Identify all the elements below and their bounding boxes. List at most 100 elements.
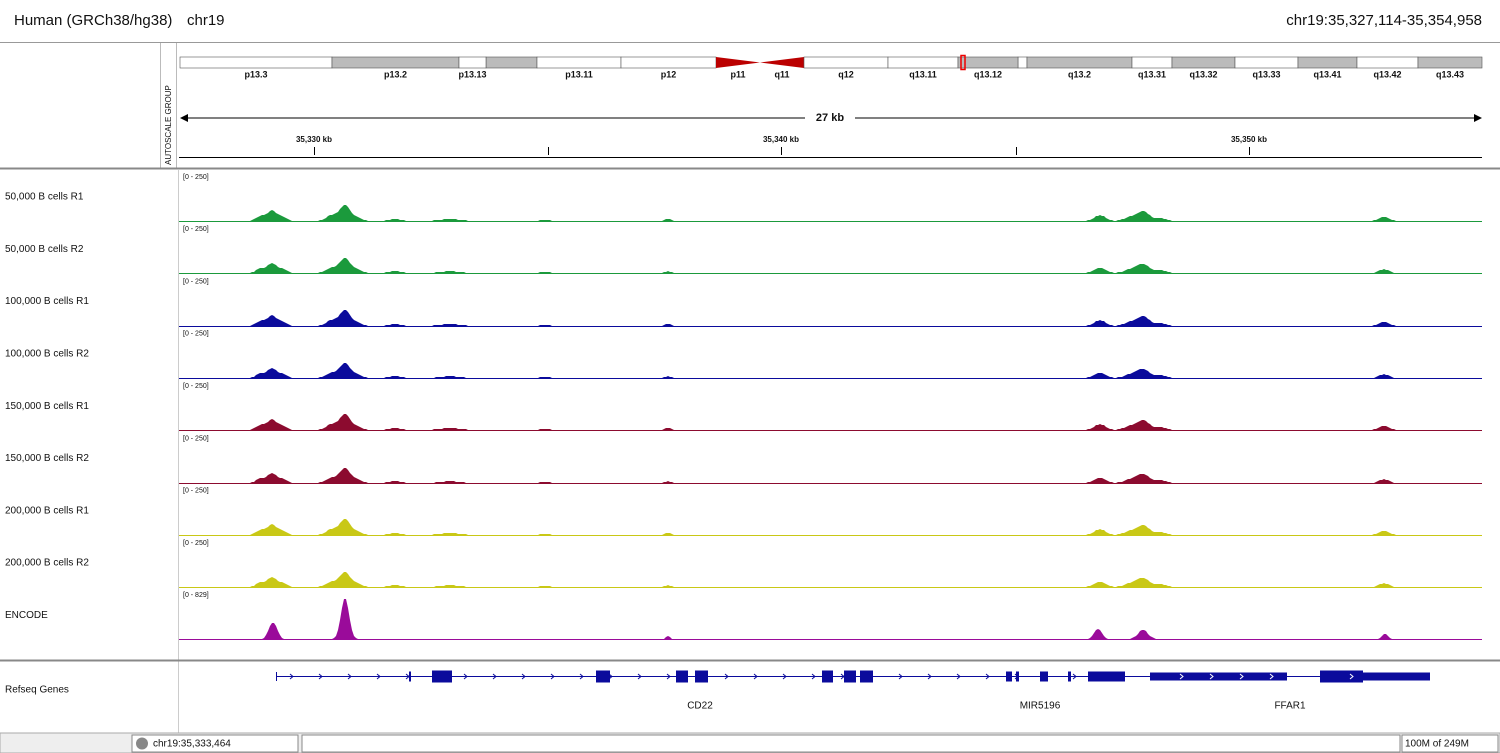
strand-arrow (927, 673, 932, 680)
gene-label[interactable]: FFAR1 (1274, 701, 1306, 712)
track-range: [0 - 829] (183, 592, 209, 599)
band-label: p13.3 (244, 69, 267, 79)
strand-arrow (492, 673, 497, 680)
exon (1150, 672, 1287, 681)
band-label: q13.2 (1068, 69, 1091, 79)
exon (596, 670, 610, 683)
memory-usage: 100M of 249M (1405, 739, 1469, 750)
track-name[interactable]: 200,000 B cells R2 (5, 558, 89, 569)
data-panel (0, 170, 1500, 660)
strand-arrow (318, 673, 323, 680)
strand-arrow (898, 673, 903, 680)
ruler-tick-label: 35,330 kb (296, 135, 332, 144)
track-range: [0 - 250] (183, 278, 209, 285)
exon (1068, 671, 1071, 682)
band (331, 56, 460, 69)
strand-arrow (637, 673, 642, 680)
exon (844, 670, 856, 683)
track-range: [0 - 250] (183, 488, 209, 495)
band (1026, 56, 1133, 69)
strand-arrow (347, 673, 352, 680)
strand-arrow (753, 673, 758, 680)
track-name[interactable]: Refseq Genes (5, 685, 69, 696)
track-name[interactable]: 50,000 B cells R2 (5, 244, 84, 255)
strand-arrow (985, 673, 990, 680)
track-name[interactable]: 150,000 B cells R2 (5, 453, 89, 464)
track-name[interactable]: 50,000 B cells R1 (5, 192, 84, 203)
track-name[interactable]: 100,000 B cells R2 (5, 349, 89, 360)
exon (695, 670, 708, 683)
centromere (716, 57, 760, 68)
band (179, 56, 333, 69)
tracks: 50,000 B cells R1 [0 - 250] 50,000 B cells… (5, 174, 1482, 640)
track-range: [0 - 250] (183, 331, 209, 338)
band (1017, 56, 1028, 69)
strand-arrow (666, 673, 671, 680)
track-range: [0 - 250] (183, 226, 209, 233)
band-label: p11 (730, 69, 745, 79)
strand-arrow (579, 673, 584, 680)
band (620, 56, 717, 69)
strand-arrow (289, 673, 294, 680)
band-label: q11 (774, 69, 789, 79)
strand-arrow (1179, 673, 1184, 680)
strand-arrow (463, 673, 468, 680)
band-label: q13.43 (1436, 69, 1464, 79)
band (1171, 56, 1236, 69)
gene-label[interactable]: CD22 (687, 701, 713, 712)
centromere (760, 57, 804, 68)
autoscale-label: AUTOSCALE GROUP (164, 85, 173, 165)
band-label: q13.33 (1252, 69, 1280, 79)
strand-arrow (1209, 673, 1214, 680)
exon (1006, 671, 1012, 682)
band-label: p13.11 (565, 69, 593, 79)
gene-track[interactable]: CD22 MIR5196 FFAR1 (276, 670, 1430, 712)
ideogram[interactable]: p13.3 p13.2 p13.13 p13.11 p12 p11 q11 q12 q13.11… (179, 54, 1483, 80)
status-icon (136, 737, 148, 750)
exon (1040, 671, 1048, 682)
ruler-tick-label: 35,350 kb (1231, 135, 1267, 144)
band-label: q13.42 (1373, 69, 1401, 79)
strand-arrow (811, 673, 816, 680)
strand-arrow (724, 673, 729, 680)
band (887, 56, 959, 69)
top-bar (0, 0, 1500, 42)
cursor-position: chr19:35,333,464 (153, 739, 231, 750)
band (1131, 56, 1173, 69)
track-range: [0 - 250] (183, 540, 209, 547)
band-label: p13.13 (458, 69, 486, 79)
gene-label[interactable]: MIR5196 (1020, 701, 1061, 712)
band-label: q13.12 (974, 69, 1002, 79)
strand-arrow (1269, 673, 1274, 680)
current-region (960, 54, 966, 71)
ruler: 35,330 kb 35,340 kb 35,350 kb (296, 135, 1267, 155)
track-name[interactable]: ENCODE (5, 610, 48, 621)
strand-arrow (376, 673, 381, 680)
genome-label[interactable]: Human (GRCh38/hg38) (14, 12, 172, 29)
band-label: q13.11 (909, 69, 937, 79)
chromosome-label[interactable]: chr19 (187, 12, 225, 29)
band-label: q13.32 (1189, 69, 1217, 79)
track-name[interactable]: 200,000 B cells R1 (5, 505, 89, 516)
strand-arrow (550, 673, 555, 680)
locus-label[interactable]: chr19:35,327,114-35,354,958 (1286, 12, 1482, 29)
track-name[interactable]: 150,000 B cells R1 (5, 401, 89, 412)
status-field (131, 734, 299, 753)
span-label: 27 kb (816, 112, 844, 124)
exon (1363, 672, 1430, 681)
strand-arrow (1072, 673, 1077, 680)
band-label: p12 (661, 69, 677, 79)
exon (432, 670, 452, 683)
span-bg (805, 110, 855, 126)
exon (676, 670, 688, 683)
track-range: [0 - 250] (183, 174, 209, 181)
strand-arrow (521, 673, 526, 680)
track-name[interactable]: 100,000 B cells R1 (5, 296, 89, 307)
band (803, 56, 889, 69)
exon (1088, 671, 1125, 682)
band-label: q13.31 (1138, 69, 1166, 79)
status-field (1401, 734, 1499, 753)
strand-arrow (956, 673, 961, 680)
